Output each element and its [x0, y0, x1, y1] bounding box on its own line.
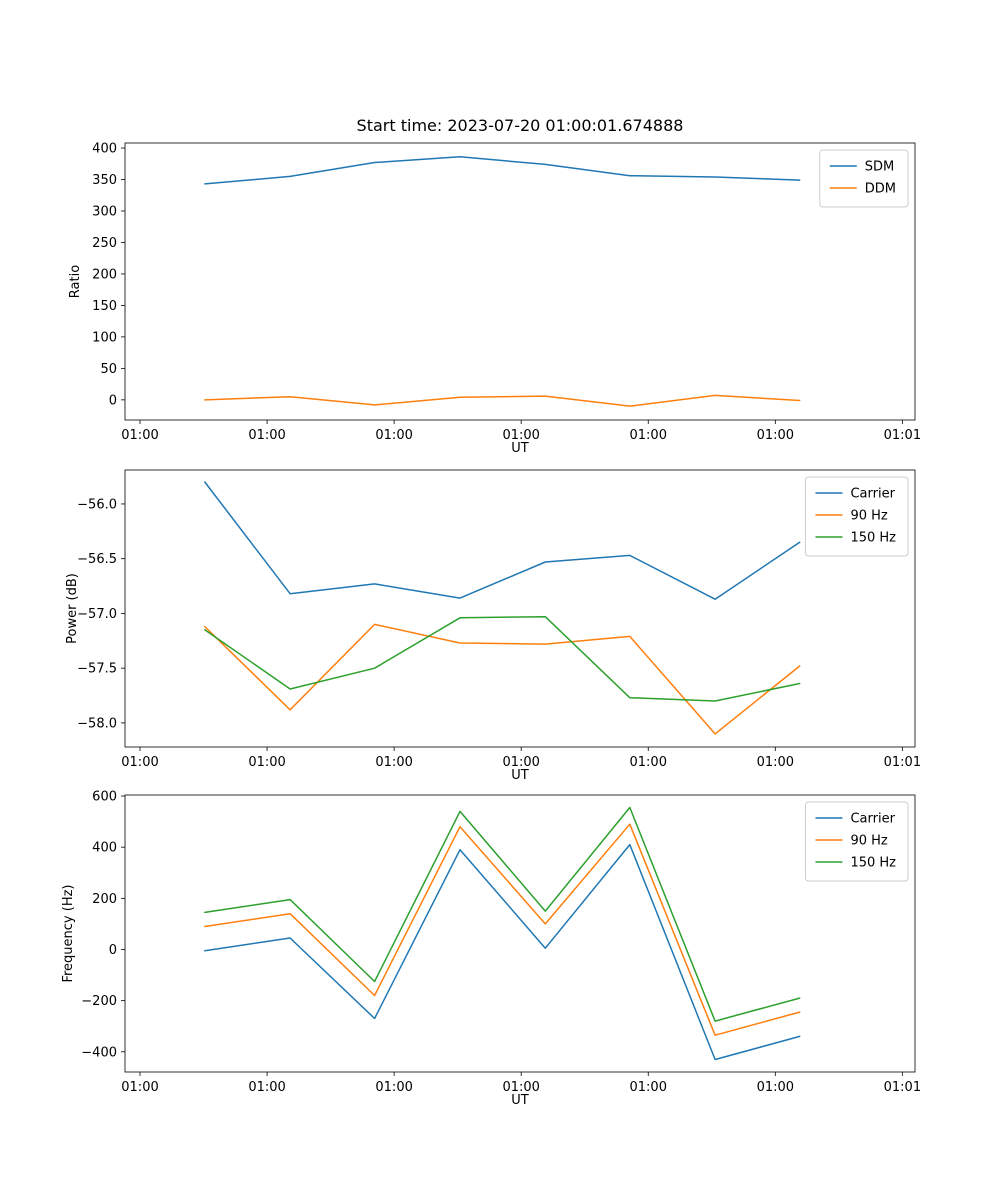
plot-border: [124, 794, 916, 1073]
x-tick-label: 01:00: [248, 428, 285, 443]
y-tick-label: 150: [92, 299, 117, 314]
legend-label-90-hz: 90 Hz: [850, 834, 887, 849]
legend: Carrier 90 Hz 150 Hz: [804, 801, 909, 882]
legend-label-150-hz: 150 Hz: [850, 531, 896, 546]
series-line-90-hz: [204, 623, 801, 735]
x-tick-label: 01:00: [502, 428, 539, 443]
series-line-sdm: [204, 156, 801, 185]
chart-ratio: Start time: 2023-07-20 01:00:01.674888 Ra…: [68, 116, 921, 456]
x-tick-label: 01:00: [375, 1080, 412, 1095]
x-axis-label: UT: [511, 441, 529, 456]
x-tick-label: 01:00: [121, 428, 158, 443]
plot-border: [124, 469, 916, 748]
series-line-150-hz: [204, 806, 801, 1022]
x-tick-label: 01:00: [757, 428, 794, 443]
chart-power: Power (dB) UT −56.0 −56.5 −57.0 −57.5 −58.0 01:…: [65, 469, 921, 783]
x-axis-label: UT: [511, 768, 529, 783]
series-line-90-hz: [204, 823, 801, 1036]
x-tick-label: 01:00: [502, 755, 539, 770]
x-tick-label: 01:00: [375, 755, 412, 770]
legend: SDM DDM: [819, 149, 909, 208]
y-tick-label: 600: [92, 790, 117, 805]
y-tick-label: −56.5: [77, 552, 117, 567]
series-line-carrier: [204, 843, 801, 1061]
legend-box: [819, 149, 909, 208]
legend-label-carrier: Carrier: [850, 812, 895, 827]
x-tick-label: 01:00: [630, 428, 667, 443]
x-tick-label: 01:00: [757, 1080, 794, 1095]
y-tick-label: 50: [100, 362, 117, 377]
series-line-ddm: [204, 394, 801, 407]
y-axis-label: Frequency (Hz): [61, 884, 76, 982]
x-tick-label: 01:00: [502, 1080, 539, 1095]
y-tick-label: −58.0: [77, 716, 117, 731]
y-tick-label: 250: [92, 236, 117, 251]
x-tick-label: 01:01: [884, 1080, 921, 1095]
x-tick-label: 01:00: [121, 1080, 158, 1095]
legend-label-ddm: DDM: [865, 182, 896, 197]
y-tick-label: −57.5: [77, 662, 117, 677]
y-tick-label: 0: [109, 393, 117, 408]
y-tick-label: 400: [92, 841, 117, 856]
y-tick-label: 100: [92, 330, 117, 345]
y-axis-label: Power (dB): [65, 573, 80, 644]
y-tick-label: 0: [109, 943, 117, 958]
y-axis-label: Ratio: [68, 265, 83, 298]
y-tick-label: 300: [92, 204, 117, 219]
y-tick-label: −57.0: [77, 607, 117, 622]
legend-label-90-hz: 90 Hz: [850, 509, 887, 524]
chart-title: Start time: 2023-07-20 01:00:01.674888: [357, 116, 684, 135]
x-tick-label: 01:01: [884, 428, 921, 443]
y-tick-label: 200: [92, 892, 117, 907]
legend-label-carrier: Carrier: [850, 487, 895, 502]
x-tick-label: 01:00: [248, 1080, 285, 1095]
x-axis-label: UT: [511, 1093, 529, 1108]
plot-border: [124, 142, 916, 421]
x-tick-label: 01:00: [630, 1080, 667, 1095]
x-tick-label: 01:01: [884, 755, 921, 770]
x-tick-label: 01:00: [757, 755, 794, 770]
y-tick-label: 350: [92, 173, 117, 188]
y-tick-label: 400: [92, 142, 117, 157]
legend-label-sdm: SDM: [865, 160, 894, 175]
x-tick-label: 01:00: [121, 755, 158, 770]
series-line-150-hz: [204, 615, 801, 702]
legend-label-150-hz: 150 Hz: [850, 856, 896, 871]
chart-frequency: Frequency (Hz) UT 600 400 200 0 −200 −400 01:00 0…: [61, 790, 921, 1108]
x-tick-label: 01:00: [248, 755, 285, 770]
y-tick-label: 200: [92, 267, 117, 282]
y-tick-label: −56.0: [77, 497, 117, 512]
y-tick-label: −400: [81, 1045, 117, 1060]
legend: Carrier 90 Hz 150 Hz: [804, 476, 909, 557]
x-tick-label: 01:00: [375, 428, 412, 443]
series-line-carrier: [204, 481, 801, 600]
y-tick-label: −200: [81, 994, 117, 1009]
x-tick-label: 01:00: [630, 755, 667, 770]
